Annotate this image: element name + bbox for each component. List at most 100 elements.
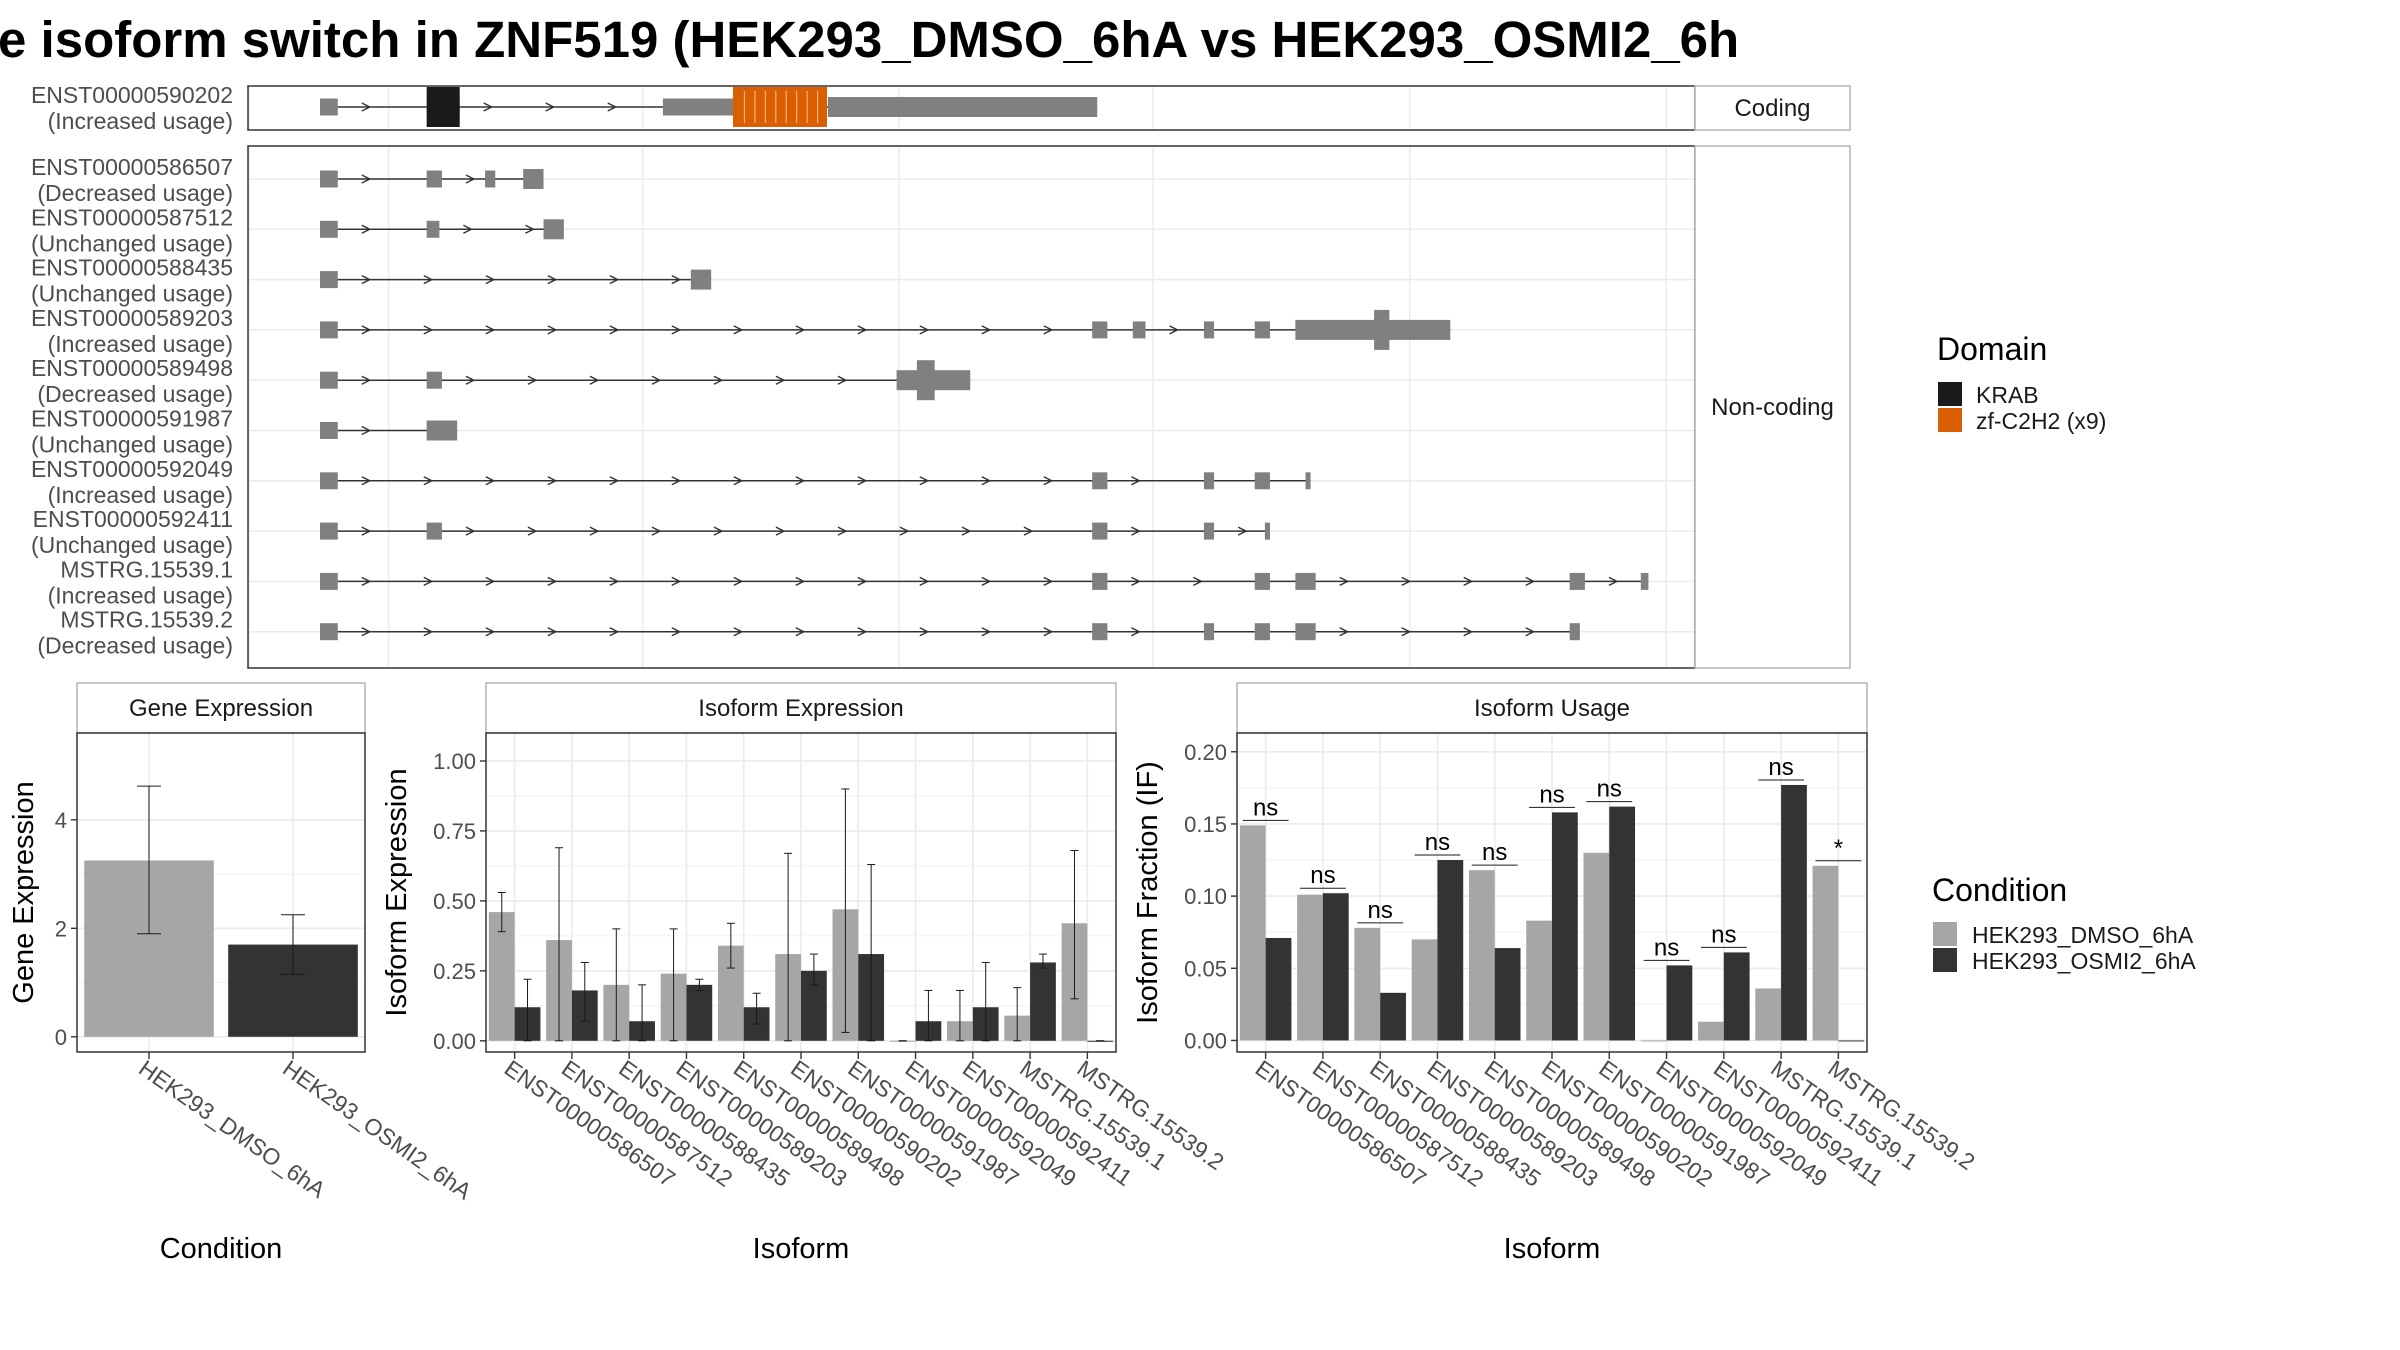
noncoding-transcript-arrow bbox=[919, 576, 930, 587]
noncoding-transcript-exon bbox=[523, 169, 544, 189]
noncoding-transcript-exon bbox=[1203, 623, 1215, 641]
noncoding-transcript-arrow bbox=[485, 325, 496, 335]
bar bbox=[1494, 948, 1521, 1041]
noncoding-transcript-arrow bbox=[795, 576, 806, 587]
noncoding-transcript-arrow bbox=[857, 627, 868, 637]
noncoding-transcript-arrow bbox=[547, 274, 558, 285]
noncoding-transcript-arrow bbox=[609, 576, 620, 587]
noncoding-transcript-exon bbox=[1295, 623, 1316, 641]
noncoding-transcript-arrow bbox=[1339, 627, 1350, 637]
noncoding-transcript-arrow bbox=[1023, 526, 1034, 536]
noncoding-transcript-exon bbox=[320, 220, 338, 238]
x-axis-title: Isoform bbox=[1504, 1233, 1601, 1265]
noncoding-transcript-exon bbox=[1254, 623, 1270, 641]
coding-transcript-arrow bbox=[545, 102, 556, 112]
noncoding-transcript-usage: (Increased usage) bbox=[48, 331, 233, 357]
y-axis-title: Isoform Expression bbox=[381, 768, 413, 1016]
domain-legend-label: KRAB bbox=[1976, 382, 2039, 408]
noncoding-panel-bg bbox=[248, 146, 1695, 668]
noncoding-transcript-arrow bbox=[423, 576, 434, 587]
noncoding-transcript-arrow bbox=[1525, 576, 1536, 587]
noncoding-transcript-exon bbox=[320, 522, 338, 540]
noncoding-transcript-exon bbox=[1092, 572, 1108, 590]
noncoding-transcript-id: ENST00000588435 bbox=[31, 255, 233, 281]
panel-title-strip bbox=[76, 682, 366, 734]
noncoding-transcript-arrow bbox=[1043, 476, 1054, 486]
panel-title: Isoform Usage bbox=[1474, 695, 1630, 722]
bar bbox=[686, 984, 713, 1041]
significance-label: ns bbox=[1425, 829, 1450, 856]
significance-label: ns bbox=[1597, 776, 1622, 803]
noncoding-transcript-arrow bbox=[527, 526, 538, 536]
noncoding-transcript-arrow bbox=[1131, 476, 1141, 486]
coding-strip-box bbox=[1694, 85, 1851, 131]
noncoding-transcript-arrow bbox=[361, 627, 372, 637]
zf-c2h2-domain bbox=[733, 87, 827, 127]
noncoding-transcript-arrow bbox=[713, 526, 724, 536]
noncoding-transcript-arrow bbox=[1401, 576, 1412, 587]
noncoding-transcript-arrow bbox=[589, 375, 600, 385]
noncoding-transcript-arrow bbox=[1525, 627, 1536, 637]
noncoding-transcript-arrow bbox=[485, 476, 496, 486]
noncoding-transcript-arrow bbox=[423, 325, 434, 335]
x-axis-title: Isoform bbox=[753, 1233, 850, 1265]
noncoding-transcript-arrow bbox=[609, 325, 620, 335]
noncoding-transcript-exon bbox=[485, 170, 496, 188]
bar bbox=[1609, 806, 1636, 1041]
domain-legend-title: Domain bbox=[1937, 331, 2047, 367]
coding-transcript-usage: (Increased usage) bbox=[48, 108, 233, 134]
bar bbox=[1698, 1021, 1724, 1041]
noncoding-transcript-arrow bbox=[733, 476, 744, 486]
panel-title-strip bbox=[485, 682, 1117, 734]
y-tick-label: 0.00 bbox=[1184, 1028, 1227, 1053]
noncoding-transcript-arrow bbox=[361, 526, 372, 536]
noncoding-transcript-id: ENST00000591987 bbox=[31, 406, 233, 432]
x-axis-title: Condition bbox=[160, 1233, 283, 1265]
noncoding-strip-label: Non-coding bbox=[1711, 394, 1834, 421]
bar bbox=[1354, 927, 1381, 1041]
y-tick-label: 0.00 bbox=[433, 1029, 476, 1054]
noncoding-transcript-exon bbox=[320, 170, 338, 188]
noncoding-transcript-arrow bbox=[775, 526, 786, 536]
condition-legend-label: HEK293_DMSO_6hA bbox=[1972, 922, 2194, 948]
noncoding-transcript-arrow bbox=[1608, 576, 1619, 587]
noncoding-transcript-arrow bbox=[981, 627, 992, 637]
condition-legend-title: Condition bbox=[1932, 872, 2067, 908]
noncoding-transcript-exon bbox=[916, 360, 935, 401]
panel-title: Gene Expression bbox=[129, 695, 313, 722]
bar bbox=[1526, 920, 1552, 1041]
bar bbox=[1583, 852, 1610, 1041]
y-tick-label: 2 bbox=[55, 916, 67, 941]
bar bbox=[1781, 784, 1807, 1041]
noncoding-transcript-arrow bbox=[713, 375, 724, 385]
noncoding-transcript-arrow bbox=[795, 476, 806, 486]
noncoding-transcript-arrow bbox=[1193, 576, 1203, 587]
noncoding-transcript-arrow bbox=[1463, 627, 1474, 637]
noncoding-transcript-usage: (Decreased usage) bbox=[37, 180, 233, 206]
noncoding-transcript-id: ENST00000592411 bbox=[33, 506, 233, 532]
noncoding-transcript-arrow bbox=[795, 627, 806, 637]
y-axis-title: Isoform Fraction (IF) bbox=[1132, 761, 1164, 1024]
noncoding-transcript-arrow bbox=[547, 576, 558, 587]
noncoding-transcript-arrow bbox=[733, 576, 744, 587]
noncoding-transcript-arrow bbox=[1169, 325, 1180, 335]
noncoding-transcript-exon bbox=[1254, 321, 1270, 339]
y-tick-label: 1.00 bbox=[433, 749, 476, 774]
coding-transcript-arrow bbox=[483, 102, 494, 112]
significance-label: ns bbox=[1253, 794, 1278, 821]
domain-legend-key bbox=[1938, 382, 1962, 406]
noncoding-transcript-arrow bbox=[485, 576, 496, 587]
coding-transcript-exon bbox=[320, 98, 338, 116]
noncoding-transcript-arrow bbox=[361, 375, 372, 385]
significance-label: ns bbox=[1310, 862, 1335, 889]
noncoding-transcript-arrow bbox=[361, 325, 372, 335]
noncoding-transcript-arrow bbox=[1043, 576, 1054, 587]
noncoding-transcript-arrow bbox=[423, 627, 434, 637]
noncoding-transcript-arrow bbox=[651, 375, 662, 385]
bar bbox=[1723, 952, 1750, 1041]
bar bbox=[1297, 894, 1323, 1041]
significance-label: ns bbox=[1368, 897, 1393, 924]
noncoding-transcript-exon bbox=[1092, 623, 1108, 641]
panel-title: Isoform Expression bbox=[698, 695, 903, 722]
bar bbox=[1552, 812, 1578, 1041]
